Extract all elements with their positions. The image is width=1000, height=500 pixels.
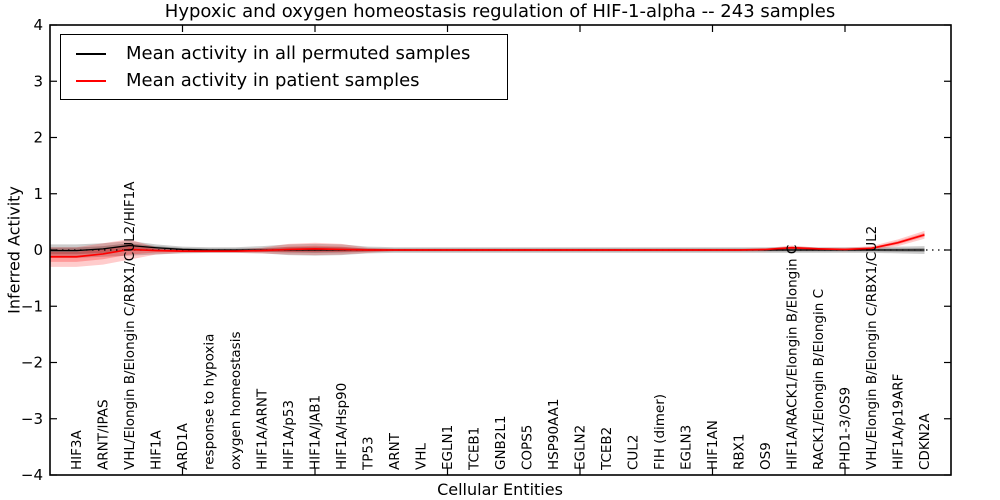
permuted-line-swatch bbox=[76, 52, 106, 55]
y-tick-label: 3 bbox=[33, 72, 43, 90]
x-tick-label: HIF1A/p19ARF bbox=[891, 374, 907, 470]
x-tick-label: HIF1A bbox=[149, 430, 165, 470]
legend: Mean activity in all permuted samples Me… bbox=[60, 34, 508, 100]
x-tick-label: OS9 bbox=[758, 442, 774, 470]
x-axis-label: Cellular Entities bbox=[437, 480, 563, 499]
x-tick-label: CDKN2A bbox=[917, 413, 933, 470]
patient-mean-line bbox=[50, 233, 925, 258]
legend-label-patient: Mean activity in patient samples bbox=[126, 70, 420, 91]
x-tick-label: response to hypoxia bbox=[202, 334, 218, 470]
x-tick-label: EGLN2 bbox=[573, 425, 589, 470]
x-tick-label: COPS5 bbox=[520, 425, 536, 470]
legend-label-permuted: Mean activity in all permuted samples bbox=[126, 43, 471, 64]
x-tick-label: oxygen homeostasis bbox=[228, 332, 244, 471]
y-tick-label: −3 bbox=[21, 410, 43, 428]
x-tick-label: EGLN3 bbox=[679, 425, 695, 470]
x-tick-label: HIF1A/p53 bbox=[281, 400, 297, 470]
x-tick-label: HIF3A bbox=[69, 430, 85, 470]
x-tick-label: TCEB2 bbox=[599, 427, 615, 471]
x-tick-label: ARD1A bbox=[175, 422, 191, 470]
chart-title: Hypoxic and oxygen homeostasis regulatio… bbox=[164, 1, 836, 22]
x-tick-label: PHD1-3/OS9 bbox=[838, 387, 854, 470]
x-tick-label: VHL/Elongin B/Elongin C/RBX1/CUL2/HIF1A bbox=[122, 181, 138, 470]
permuted-confidence-band-inner bbox=[50, 243, 925, 255]
y-tick-label: 4 bbox=[33, 16, 43, 34]
x-tick-label: CUL2 bbox=[626, 435, 642, 470]
y-tick-label: 2 bbox=[33, 129, 43, 147]
x-tick-label: HIF1A/Hsp90 bbox=[334, 383, 350, 470]
x-tick-label: TCEB1 bbox=[467, 427, 483, 471]
x-tick-label: HIF1A/JAB1 bbox=[308, 395, 324, 470]
x-tick-label: HIF1A/RACK1/Elongin B/Elongin C bbox=[785, 245, 801, 470]
patient-line-swatch bbox=[76, 79, 106, 82]
x-tick-label: VHL/Elongin B/Elongin C/RBX1/CUL2 bbox=[864, 226, 880, 470]
y-tick-label: 1 bbox=[33, 185, 43, 203]
x-tick-label: VHL bbox=[414, 443, 430, 470]
x-tick-label: HIF1AN bbox=[705, 420, 721, 470]
x-tick-label: EGLN1 bbox=[440, 425, 456, 470]
y-tick-label: −1 bbox=[21, 297, 43, 315]
x-tick-label: RBX1 bbox=[732, 434, 748, 470]
x-tick-label: TP53 bbox=[361, 436, 377, 471]
y-tick-label: 0 bbox=[33, 241, 43, 259]
x-tick-label: GNB2L1 bbox=[493, 415, 509, 470]
x-tick-label: HIF1A/ARNT bbox=[255, 388, 271, 470]
x-tick-label: HSP90AA1 bbox=[546, 399, 562, 470]
patient-confidence-band-outer bbox=[50, 230, 925, 267]
y-tick-label: −2 bbox=[21, 354, 43, 372]
legend-item-permuted: Mean activity in all permuted samples bbox=[61, 43, 507, 64]
legend-item-patient: Mean activity in patient samples bbox=[61, 70, 507, 91]
x-tick-label: ARNT bbox=[387, 432, 403, 470]
x-tick-label: RACK1/Elongin B/Elongin C bbox=[811, 289, 827, 470]
x-tick-label: ARNT/IPAS bbox=[96, 399, 112, 470]
y-tick-label: −4 bbox=[21, 466, 43, 484]
x-tick-label: FIH (dimer) bbox=[652, 394, 668, 470]
